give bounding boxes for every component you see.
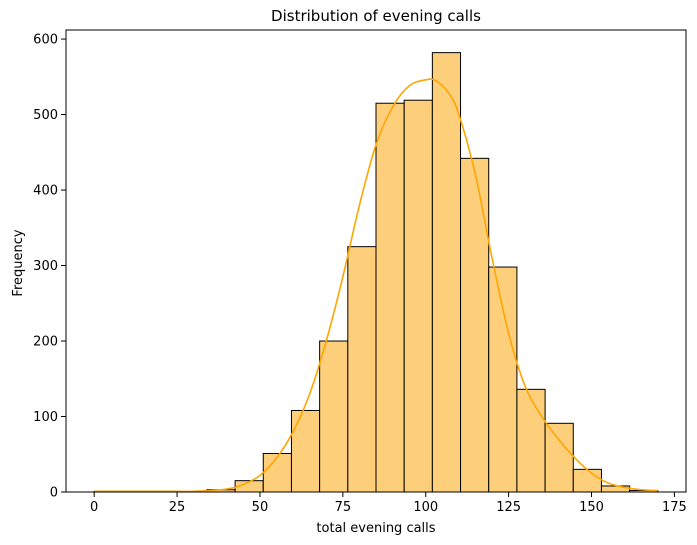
x-tick-label: 50 [252, 500, 269, 515]
chart-title: Distribution of evening calls [271, 7, 481, 25]
x-axis-ticks: 0 25 50 75 100 125 150 175 [90, 492, 687, 515]
histogram-bar [403, 99, 433, 493]
histogram-bar [319, 340, 349, 493]
x-axis-label: total evening calls [316, 521, 435, 536]
y-axis-label: Frequency [11, 229, 26, 296]
histogram-bar [460, 157, 490, 493]
kde-line [94, 78, 658, 493]
x-tick-label: 0 [90, 500, 98, 515]
y-tick-label: 400 [33, 184, 58, 199]
histogram-bar [516, 388, 546, 493]
bars-group [93, 52, 659, 493]
y-tick-label: 200 [33, 335, 58, 350]
histogram-bar [262, 453, 292, 493]
histogram-bar [431, 52, 462, 493]
histogram-bar [572, 468, 602, 493]
histogram-bar [544, 422, 574, 493]
histogram-bar [290, 409, 321, 493]
x-tick-label: 125 [496, 500, 521, 515]
plot-frame [65, 29, 687, 493]
x-tick-label: 75 [335, 500, 352, 515]
y-tick-label: 100 [33, 410, 58, 425]
x-tick-label: 175 [662, 500, 687, 515]
y-axis-ticks: 0 100 200 300 400 500 600 [33, 33, 66, 501]
histogram-bar [347, 246, 377, 493]
y-tick-label: 500 [33, 108, 58, 123]
y-tick-label: 300 [33, 259, 58, 274]
x-tick-label: 25 [169, 500, 186, 515]
x-tick-label: 150 [579, 500, 604, 515]
histogram-bar [375, 102, 405, 493]
x-tick-label: 100 [413, 500, 438, 515]
histogram-bar [488, 266, 518, 493]
y-tick-label: 600 [33, 33, 58, 48]
y-tick-label: 0 [50, 486, 58, 501]
